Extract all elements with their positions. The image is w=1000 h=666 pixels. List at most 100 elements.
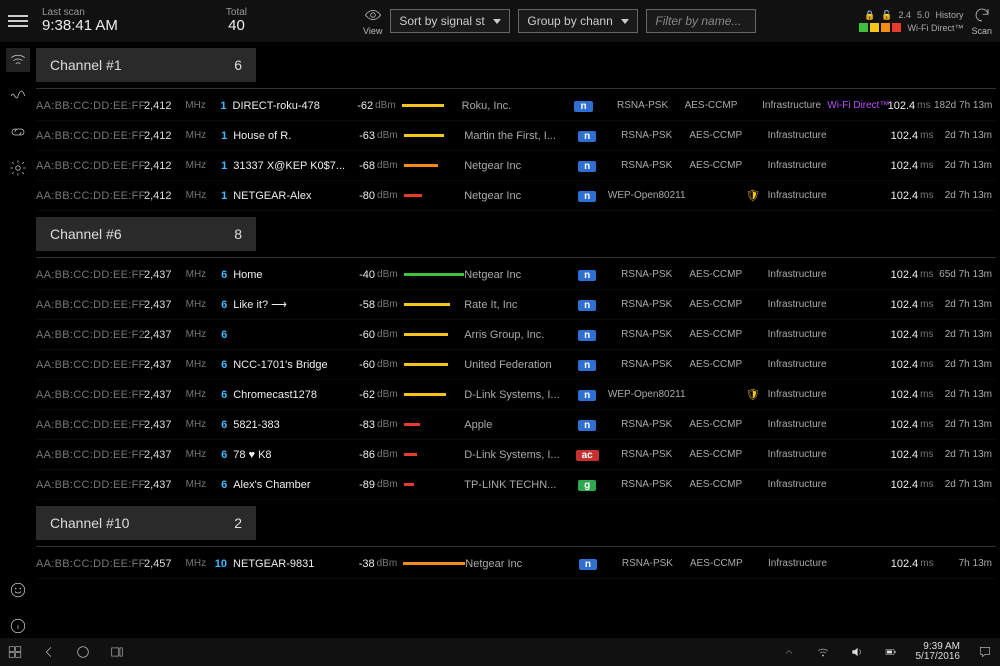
start-button[interactable] [6,643,24,661]
scan-button[interactable]: Scan [971,6,992,36]
network-row[interactable]: AA:BB:CC:DD:EE:FF2,437MHz6Home-40dBmNetg… [36,260,996,290]
network-row[interactable]: AA:BB:CC:DD:EE:FF2,412MHz1NETGEAR-Alex-8… [36,181,996,211]
mac-address: AA:BB:CC:DD:EE:F2 [36,329,144,341]
hamburger-button[interactable] [8,15,28,27]
network-row[interactable]: AA:BB:CC:DD:EE:F22,437MHz6-60dBmArris Gr… [36,320,996,350]
dbm-unit: dBm [375,269,400,280]
sidebar-settings[interactable] [6,156,30,180]
signal-bar [400,453,465,456]
encryption: AES-CCMP [688,558,745,569]
vendor: Netgear Inc [464,269,568,281]
network-row[interactable]: AA:BB:CC:DD:EE:FF2,437MHz65821-383-83dBm… [36,410,996,440]
action-center-button[interactable] [976,643,994,661]
tray-volume[interactable] [848,643,866,661]
network-row[interactable]: AA:BB:CC:DD:EE:FF2,412MHz131337 X@KEP K0… [36,151,996,181]
auth-type: RSNA-PSK [602,100,683,111]
tray-wifi[interactable] [814,643,832,661]
encryption: AES-CCMP [687,449,744,460]
channel-number: 1 [212,160,233,172]
sidebar-feedback[interactable] [6,578,30,602]
network-row[interactable]: AA:BB:CC:DD:EE:FF2,437MHz6Alex's Chamber… [36,470,996,500]
vendor: Martin the First, I... [464,130,568,142]
age: 2d 7h 13m [937,299,996,310]
group-header[interactable]: Channel #68 [36,217,256,251]
view-button[interactable]: View [363,6,382,36]
channel-number: 10 [212,558,233,570]
encryption: AES-CCMP [687,479,744,490]
task-view-button[interactable] [108,643,126,661]
vendor: Netgear Inc [464,160,568,172]
latency-value: 102.4 [886,190,918,202]
vendor: Rate It, Inc [464,299,568,311]
signal-bar [400,134,465,137]
ssid: 78 ♥ K8 [233,449,350,461]
frequency: 2,412 [144,130,186,142]
rssi-value: -62 [350,389,375,401]
sidebar-networks[interactable] [6,48,30,72]
frequency: 2,437 [144,359,186,371]
latency-value: 102.4 [886,419,918,431]
network-row[interactable]: AA:BB:CC:DD:EE:FF2,457MHz10NETGEAR-9831-… [36,549,996,579]
cortana-button[interactable] [74,643,92,661]
group-header[interactable]: Channel #16 [36,48,256,82]
latency-value: 102.4 [886,389,918,401]
protocol-badge: n [568,190,606,202]
network-row[interactable]: AA:BB:CC:DD:EE:FF2,437MHz6Chromecast1278… [36,380,996,410]
group-title: Channel #10 [50,515,129,531]
back-button[interactable] [40,643,58,661]
ssid: Home [233,269,350,281]
history-link[interactable]: History [935,10,963,20]
age: 2d 7h 13m [937,130,996,141]
latency-value: 102.4 [883,100,915,112]
group-header[interactable]: Channel #102 [36,506,256,540]
network-row[interactable]: AA:BB:CC:DD:EE:FF2,437MHz6NCC-1701's Bri… [36,350,996,380]
network-type: Infrastructure [756,100,827,111]
vendor: D-Link Systems, I... [464,389,568,401]
unlock-icon: 🔓 [881,10,892,21]
encryption: AES-CCMP [687,419,744,430]
signal-bar [400,483,465,486]
mhz-unit: MHz [186,329,212,340]
network-type: Infrastructure [761,269,833,280]
sort-dropdown[interactable]: Sort by signal st [390,9,510,33]
smile-icon [9,581,27,599]
age: 2d 7h 13m [937,160,996,171]
vendor: Netgear Inc [465,558,569,570]
sidebar-analyze[interactable] [6,84,30,108]
ssid: 31337 X@KEP K0$7... [233,160,350,172]
channel-number: 1 [212,190,233,202]
network-row[interactable]: AA:BB:CC:DD:EE:FF2,412MHz1House of R.-63… [36,121,996,151]
dbm-unit: dBm [373,100,398,111]
rssi-value: -62 [349,100,373,112]
tray-clock[interactable]: 9:39 AM 5/17/2016 [916,642,961,662]
frequency: 2,437 [144,299,186,311]
sidebar-connect[interactable] [6,120,30,144]
info-icon [9,617,27,635]
volume-icon [850,645,864,659]
network-row[interactable]: AA:BB:CC:DD:EE:FF2,412MHz1DIRECT-roku-47… [36,91,996,121]
mac-address: AA:BB:CC:DD:EE:FF [36,359,144,371]
mhz-unit: MHz [186,389,212,400]
filter-input[interactable]: Filter by name... [646,9,756,33]
rssi-value: -60 [350,359,375,371]
network-row[interactable]: AA:BB:CC:DD:EE:FF2,437MHz678 ♥ K8-86dBmD… [36,440,996,470]
encryption: AES-CCMP [687,359,744,370]
signal-bar [400,164,465,167]
tray-up-button[interactable] [780,643,798,661]
sidebar-about[interactable] [6,614,30,638]
mhz-unit: MHz [186,479,212,490]
scan-label: Scan [971,26,992,36]
mhz-unit: MHz [186,269,212,280]
vendor: TP-LINK TECHN... [464,479,568,491]
group-dropdown[interactable]: Group by chann [518,9,638,33]
mhz-unit: MHz [186,130,212,141]
protocol-badge: n [565,100,603,112]
dbm-unit: dBm [375,389,400,400]
notification-icon [978,645,992,659]
network-row[interactable]: AA:BB:CC:DD:EE:FF2,437MHz6Like it? ⟶-58d… [36,290,996,320]
tray-battery[interactable] [882,643,900,661]
mac-address: AA:BB:CC:DD:EE:FF [36,449,144,461]
circle-icon [75,644,91,660]
rssi-value: -40 [350,269,375,281]
network-type: Infrastructure [761,389,833,400]
